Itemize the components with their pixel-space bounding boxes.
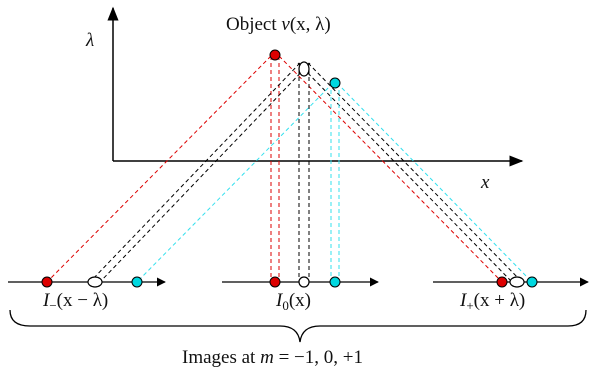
object-point-cyan: [329, 77, 341, 89]
black-line-right-a: [297, 62, 513, 283]
image-plus-red: [496, 276, 508, 288]
lambda-axis-label: λ: [85, 30, 94, 51]
image-zero-white: [298, 276, 310, 288]
image-plus-cyan: [526, 276, 538, 288]
image-zero-cyan: [329, 276, 341, 288]
image-minus-cyan: [131, 276, 143, 288]
x-axis-label: x: [480, 172, 490, 193]
image-zero-red: [269, 276, 281, 288]
image-label-zero: I0(x): [275, 290, 311, 313]
black-line-left-b: [99, 62, 311, 283]
image-label-minus: I−(x − λ): [42, 290, 108, 313]
black-line-left-a: [89, 62, 301, 283]
red-line-left: [46, 55, 272, 283]
object-point-red: [269, 49, 281, 61]
image-minus-white: [87, 276, 103, 288]
image-plus-white: [509, 276, 525, 288]
cyan-line-left: [136, 82, 334, 283]
image-minus-red: [41, 276, 53, 288]
image-label-plus: I+(x + λ): [459, 290, 525, 313]
object-title: Object v(x, λ): [226, 14, 331, 35]
caption: Images at m = −1, 0, +1: [182, 347, 363, 368]
projection-lines: [46, 55, 533, 283]
cyan-line-right: [336, 82, 533, 283]
object-point-white: [298, 61, 310, 77]
black-line-right-b: [307, 62, 523, 283]
grouping-brace: [9, 309, 587, 343]
red-line-right: [278, 55, 503, 283]
